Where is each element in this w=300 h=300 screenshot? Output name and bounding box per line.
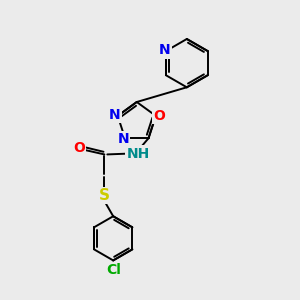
- Text: N: N: [118, 132, 129, 146]
- Text: O: O: [153, 109, 165, 123]
- Text: N: N: [109, 108, 121, 122]
- Text: NH: NH: [127, 146, 150, 161]
- Text: Cl: Cl: [106, 263, 121, 277]
- Text: S: S: [99, 188, 110, 203]
- Text: N: N: [159, 44, 171, 58]
- Text: O: O: [74, 141, 85, 155]
